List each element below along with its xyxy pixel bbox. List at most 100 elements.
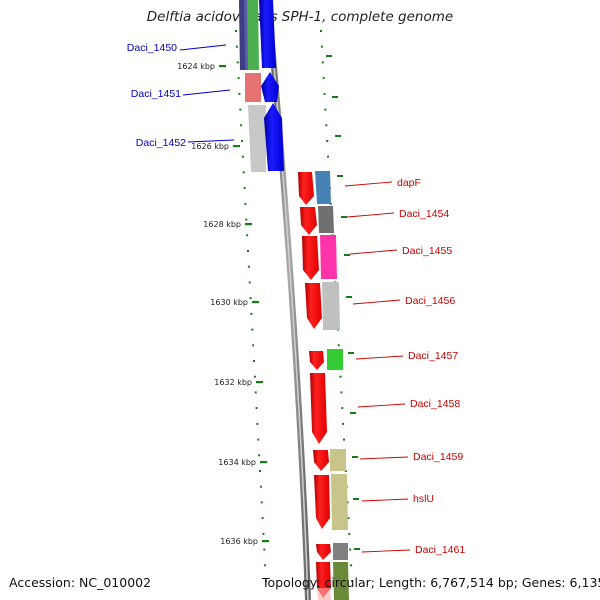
gene-label: Daci_1458 [410, 398, 460, 410]
tick-dot [343, 438, 345, 441]
tick-dot [350, 564, 353, 567]
right-gene-block [322, 282, 340, 330]
kbp-tick-label: 1624 kbp [177, 62, 215, 71]
gene-leader-line [352, 299, 401, 305]
red-arrow [314, 475, 330, 529]
kbp-tick-mark [262, 540, 269, 543]
kbp-tick-label: 1636 kbp [220, 537, 258, 546]
tick-dot [265, 580, 267, 582]
left-gene-block [248, 105, 266, 172]
red-arrow [305, 283, 322, 329]
gene-leader-line [359, 456, 409, 460]
kbp-tick-label: 1626 kbp [191, 142, 229, 151]
gene-label: Daci_1459 [413, 451, 463, 463]
tick-dot [247, 265, 250, 268]
tick-dot [249, 297, 252, 300]
tick-dot [255, 407, 258, 410]
tick-dot [342, 422, 345, 425]
minor-tick [341, 216, 347, 218]
kbp-tick-label: 1634 kbp [218, 458, 256, 467]
tick-dot [264, 564, 267, 567]
tick-dot [238, 92, 241, 95]
red-arrow [298, 172, 314, 205]
tick-dot [339, 375, 342, 378]
tick-dot [248, 281, 251, 284]
right-gene-block [333, 543, 348, 560]
tick-dot [256, 422, 259, 425]
tick-dot [325, 124, 328, 127]
red-arrow [313, 450, 329, 471]
kbp-tick-mark [219, 65, 226, 68]
kbp-tick-mark [233, 145, 240, 148]
gene-label: Daci_1455 [402, 245, 452, 257]
tick-dot [351, 580, 353, 582]
gene-leader-line [179, 44, 227, 51]
right-gene-block [330, 449, 346, 471]
right-gene-block [318, 206, 334, 233]
tick-dot [323, 92, 326, 95]
tick-dot [320, 30, 322, 32]
kbp-tick-label: 1630 kbp [210, 298, 248, 307]
minor-tick [352, 456, 358, 458]
tick-dot [337, 344, 340, 347]
gene-label: hslU [413, 493, 434, 505]
blue-arrow [261, 72, 279, 102]
red-arrow [310, 373, 327, 444]
blue-arrow [259, 0, 276, 68]
red-arrow [300, 207, 317, 235]
tick-dot [245, 218, 248, 221]
kbp-tick-mark [245, 223, 252, 226]
kbp-tick-mark [256, 381, 263, 384]
gene-label: Daci_1450 [127, 42, 177, 54]
left-gene-block [245, 73, 261, 102]
tick-dot [252, 344, 255, 347]
partial-feature-shade [239, 0, 245, 70]
tick-dot [253, 375, 256, 378]
tick-dot [259, 485, 262, 488]
right-gene-block [315, 171, 331, 204]
tick-dot [242, 171, 245, 174]
tick-dot [254, 391, 257, 394]
minor-tick [354, 548, 360, 550]
tick-dot [322, 77, 325, 80]
gene-label: Daci_1461 [415, 544, 465, 556]
gene-label: Daci_1451 [131, 88, 181, 100]
tick-dot [244, 202, 247, 205]
right-gene-block [327, 349, 343, 370]
kbp-tick-mark [260, 461, 267, 464]
tick-dot [263, 548, 266, 551]
tick-dot [324, 108, 327, 111]
kbp-tick-mark [252, 301, 259, 304]
gene-label: Daci_1452 [136, 137, 186, 149]
tick-dot [243, 187, 246, 190]
minor-tick [337, 175, 343, 177]
gene-leader-line [355, 355, 404, 360]
red-arrow [309, 351, 324, 370]
tick-dot [236, 61, 239, 64]
gene-leader-line [361, 549, 411, 553]
tick-dot [235, 30, 237, 32]
tick-dot [346, 501, 349, 504]
minor-tick [332, 96, 338, 98]
red-arrow [302, 236, 319, 280]
tick-dot [241, 140, 243, 142]
red-arrow [316, 544, 331, 560]
kbp-tick-label: 1632 kbp [214, 378, 252, 387]
gene-leader-line [187, 139, 235, 143]
tick-dot [327, 155, 330, 158]
gene-label: Daci_1454 [399, 208, 449, 220]
tick-dot [235, 45, 238, 48]
kbp-tick-label: 1628 kbp [203, 220, 241, 229]
gene-leader-line [349, 249, 398, 255]
partial-feature [317, 588, 331, 600]
tick-dot [261, 517, 264, 520]
tick-dot [247, 250, 249, 252]
right-gene-block [331, 474, 348, 530]
minor-tick [344, 254, 350, 256]
tick-dot [246, 234, 249, 237]
tick-dot [348, 532, 351, 535]
left-tick-track [235, 30, 267, 582]
tick-dot [320, 45, 323, 48]
minor-tick [346, 296, 352, 298]
gene-label: Daci_1456 [405, 295, 455, 307]
